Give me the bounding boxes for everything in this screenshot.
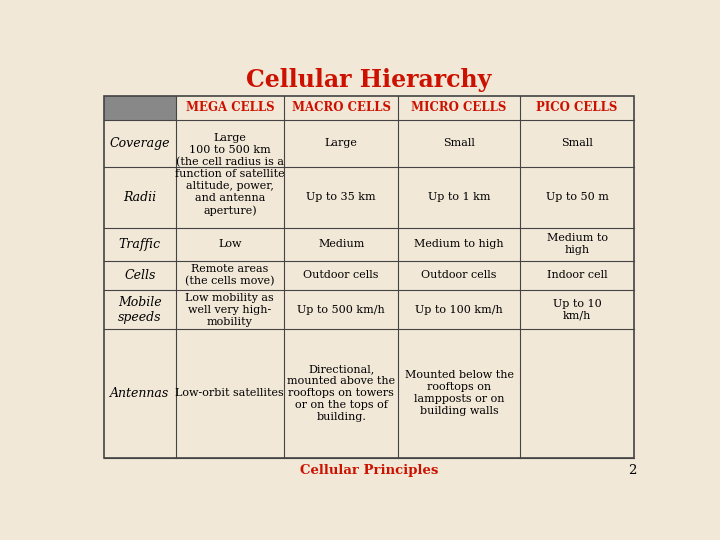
Text: Up to 35 km: Up to 35 km <box>306 192 376 202</box>
Text: Low mobility as
well very high-
mobility: Low mobility as well very high- mobility <box>186 293 274 327</box>
Text: Remote areas
(the cells move): Remote areas (the cells move) <box>185 264 274 287</box>
Text: Up to 10
km/h: Up to 10 km/h <box>553 299 601 321</box>
Text: Indoor cell: Indoor cell <box>546 271 608 280</box>
Text: Mobile
speeds: Mobile speeds <box>118 296 161 324</box>
Text: Traffic: Traffic <box>119 238 161 251</box>
Text: Medium: Medium <box>318 239 364 249</box>
Text: Up to 1 km: Up to 1 km <box>428 192 490 202</box>
Text: Large
100 to 500 km
(the cell radius is a
function of satellite
altitude, power,: Large 100 to 500 km (the cell radius is … <box>175 133 284 215</box>
Text: MACRO CELLS: MACRO CELLS <box>292 102 391 114</box>
Text: Directional,
mounted above the
rooftops on towers
or on the tops of
building.: Directional, mounted above the rooftops … <box>287 364 395 422</box>
Text: Up to 500 km/h: Up to 500 km/h <box>297 305 385 315</box>
Bar <box>104 96 176 120</box>
Text: Small: Small <box>444 138 475 149</box>
Bar <box>176 166 284 167</box>
Text: Up to 100 km/h: Up to 100 km/h <box>415 305 503 315</box>
Text: MICRO CELLS: MICRO CELLS <box>411 102 507 114</box>
Text: Low: Low <box>218 239 242 249</box>
Bar <box>104 96 634 457</box>
Text: Mounted below the
rooftops on
lampposts or on
building walls: Mounted below the rooftops on lampposts … <box>405 370 513 416</box>
Text: Outdoor cells: Outdoor cells <box>303 271 379 280</box>
Text: 2: 2 <box>628 464 636 477</box>
Text: Cellular Hierarchy: Cellular Hierarchy <box>246 68 492 92</box>
Text: Coverage: Coverage <box>109 137 170 150</box>
Text: Large: Large <box>325 138 358 149</box>
Text: Medium to
high: Medium to high <box>546 233 608 255</box>
Text: Antennas: Antennas <box>110 387 169 400</box>
Text: Low-orbit satellites: Low-orbit satellites <box>176 388 284 399</box>
Text: MEGA CELLS: MEGA CELLS <box>186 102 274 114</box>
Text: Small: Small <box>561 138 593 149</box>
Text: Radii: Radii <box>123 191 156 204</box>
Text: Medium to high: Medium to high <box>414 239 504 249</box>
Text: Cellular Principles: Cellular Principles <box>300 464 438 477</box>
Text: Up to 50 m: Up to 50 m <box>546 192 608 202</box>
Text: Outdoor cells: Outdoor cells <box>421 271 497 280</box>
Text: PICO CELLS: PICO CELLS <box>536 102 618 114</box>
Text: Cells: Cells <box>124 269 156 282</box>
